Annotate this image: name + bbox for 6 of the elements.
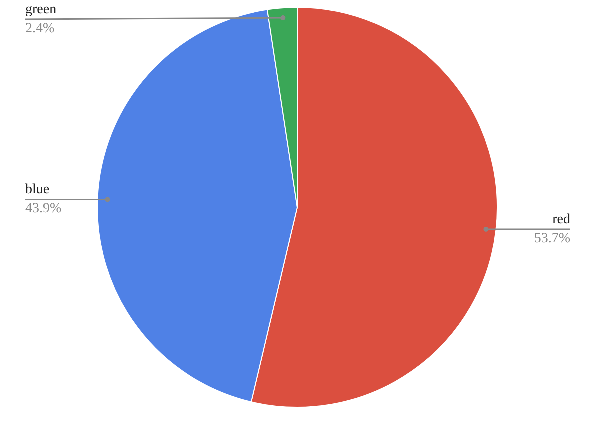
data-label: 2.4% — [26, 22, 55, 36]
slice-label: green — [26, 2, 57, 18]
slice-label: blue — [26, 182, 50, 198]
data-label: 53.7% — [534, 232, 571, 247]
data-label: 43.9% — [26, 202, 62, 217]
slice-label: red — [552, 212, 571, 228]
